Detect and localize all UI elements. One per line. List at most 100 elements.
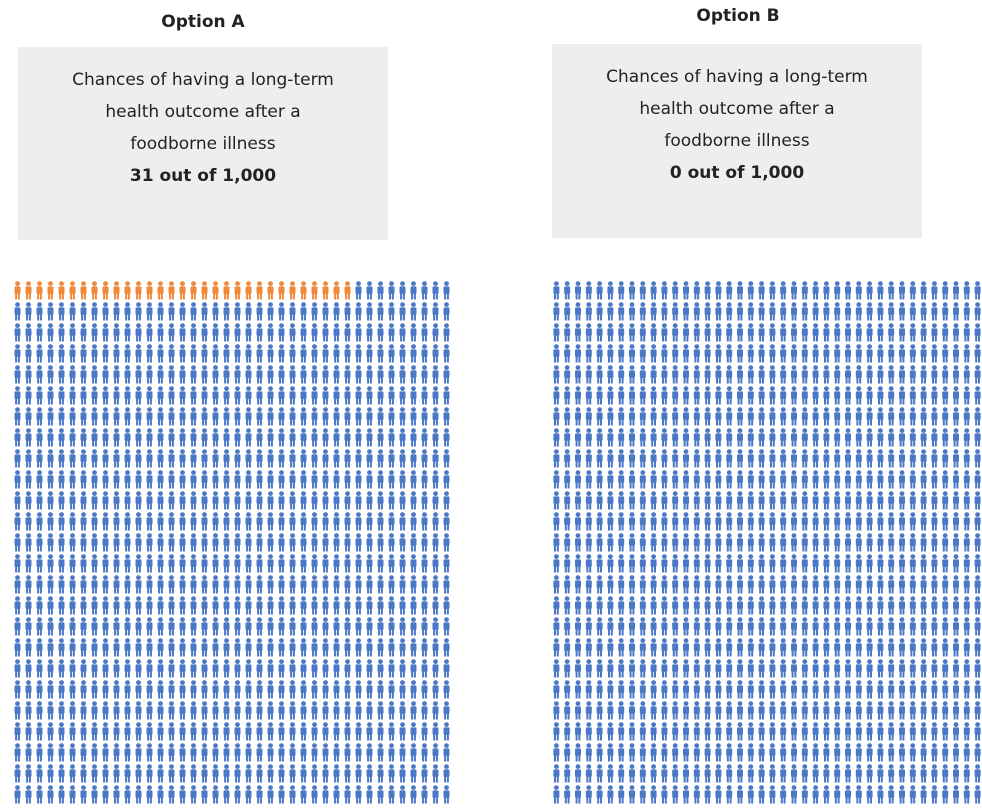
person-icon [661, 491, 668, 510]
person-icon [69, 407, 76, 426]
person-icon [715, 470, 722, 489]
person-icon [212, 533, 219, 552]
person-icon [639, 659, 646, 678]
person-icon [888, 743, 895, 762]
person-icon [311, 512, 318, 531]
person-icon [69, 428, 76, 447]
person-icon [953, 701, 959, 720]
person-icon [737, 743, 743, 762]
person-icon [888, 701, 895, 720]
person-icon [920, 449, 927, 468]
person-icon [866, 512, 873, 531]
person-icon [823, 659, 830, 678]
person-icon [607, 701, 614, 720]
option-a-description-line-1: Chances of having a long-term [72, 70, 334, 90]
person-icon [715, 365, 722, 384]
person-icon [300, 596, 307, 615]
person-icon [223, 785, 230, 804]
person-icon [877, 743, 884, 762]
person-icon [58, 617, 65, 636]
person-icon [629, 449, 635, 468]
person-icon [737, 365, 743, 384]
person-icon [311, 407, 318, 426]
person-icon [278, 722, 285, 741]
person-icon [855, 386, 862, 405]
person-icon-affected [179, 281, 186, 300]
person-icon [974, 617, 981, 636]
person-icon [801, 470, 808, 489]
person-icon [300, 470, 307, 489]
person-icon [146, 344, 153, 363]
option-b-info-box: Chances of having a long-term health out… [552, 44, 922, 238]
person-icon [168, 302, 175, 321]
person-icon [693, 365, 700, 384]
person-icon [212, 722, 219, 741]
person-icon [245, 575, 252, 594]
person-icon [146, 470, 153, 489]
person-icon [855, 302, 862, 321]
person-icon [953, 554, 959, 573]
person-icon [834, 659, 841, 678]
person-icon [113, 680, 120, 699]
person-icon [585, 575, 592, 594]
person-icon [124, 386, 131, 405]
person-icon [289, 680, 296, 699]
person-icon [888, 323, 895, 342]
person-icon [888, 470, 895, 489]
person-icon [791, 386, 797, 405]
person-icon [168, 323, 175, 342]
option-a-description-line-3: foodborne illness [130, 134, 276, 154]
person-icon [931, 365, 938, 384]
person-icon [47, 701, 54, 720]
person-icon [942, 386, 949, 405]
person-icon [322, 785, 329, 804]
person-icon [801, 617, 808, 636]
person-icon-affected [124, 281, 131, 300]
person-icon [575, 743, 581, 762]
person-icon [920, 638, 927, 657]
person-icon [855, 743, 862, 762]
person-icon [704, 617, 711, 636]
person-icon [963, 764, 970, 783]
person-icon [726, 617, 733, 636]
person-icon [726, 554, 733, 573]
person-icon [920, 470, 927, 489]
person-icon [25, 722, 32, 741]
person-icon [650, 407, 657, 426]
person-icon [355, 722, 362, 741]
person-icon [737, 764, 743, 783]
person-icon [704, 302, 711, 321]
person-icon [618, 470, 625, 489]
person-icon [47, 323, 54, 342]
person-icon [58, 533, 65, 552]
person-icon [974, 491, 981, 510]
person-icon [256, 554, 263, 573]
person-icon [585, 533, 592, 552]
person-icon [726, 743, 733, 762]
person-icon [124, 575, 131, 594]
person-icon [812, 344, 819, 363]
person-icon [683, 470, 689, 489]
person-icon [963, 323, 970, 342]
person-icon [737, 281, 743, 300]
person-icon [693, 449, 700, 468]
person-icon [47, 365, 54, 384]
person-icon [920, 512, 927, 531]
person-icon [267, 302, 274, 321]
person-icon [25, 617, 32, 636]
person-icon [596, 659, 603, 678]
person-icon [333, 407, 340, 426]
person-icon [683, 365, 689, 384]
person-icon [388, 344, 395, 363]
person-icon [443, 302, 450, 321]
person-icon [135, 680, 142, 699]
person-icon [190, 365, 197, 384]
person-icon [102, 323, 109, 342]
person-icon [344, 491, 351, 510]
person-icon [47, 659, 54, 678]
person-icon [58, 302, 65, 321]
person-icon [683, 701, 689, 720]
person-icon [388, 512, 395, 531]
person-icon [135, 722, 142, 741]
person-icon [801, 512, 808, 531]
